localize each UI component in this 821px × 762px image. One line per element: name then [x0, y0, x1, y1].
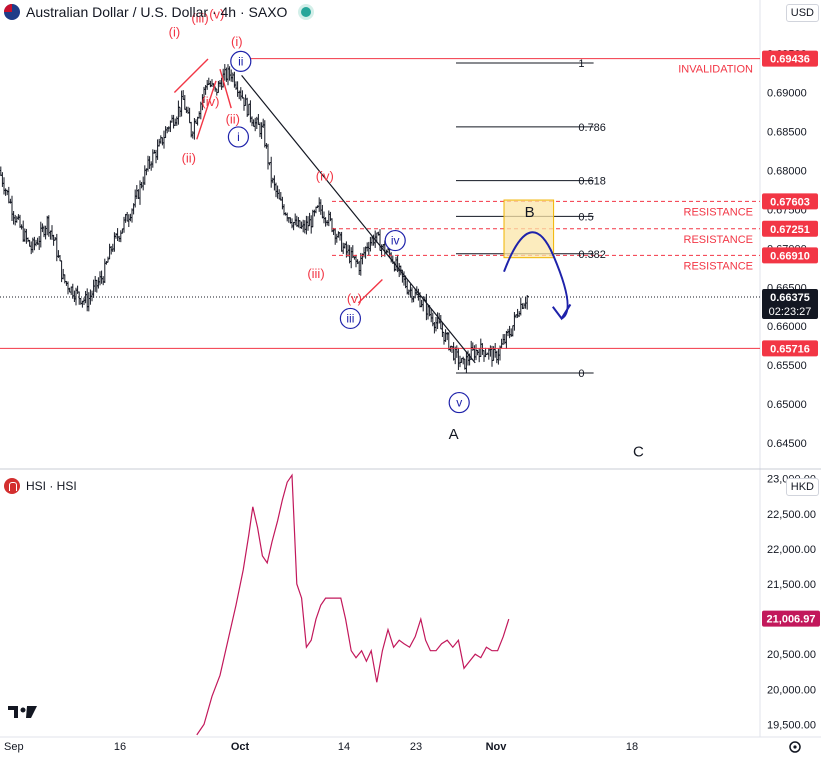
hsi-header[interactable]: HSI · HSI [0, 475, 77, 497]
price-tag [762, 247, 818, 264]
level-label: RESISTANCE [684, 206, 753, 218]
wave-label: (iii) [191, 10, 208, 25]
gear-hub [793, 745, 797, 749]
price-tick-label: 0.69000 [767, 88, 807, 100]
hsi-price-tag [762, 610, 820, 627]
fib-label: 1 [578, 58, 584, 70]
price-tick-label: 0.68000 [767, 165, 807, 177]
price-tag [762, 50, 818, 67]
wave-line [219, 68, 232, 109]
current-price-tag [762, 289, 818, 320]
level-label: INVALIDATION [678, 64, 753, 76]
wave-circle [339, 307, 361, 330]
price-tag-label: 0.65716 [770, 343, 810, 355]
hsi-logo-icon [4, 478, 20, 494]
wave-label: B [525, 204, 535, 221]
symbol-title: Australian Dollar / U.S. Dollar · 4h · S… [26, 4, 288, 20]
annotations: (i) (ii) (iii) (iv) (v) (i) (ii) (iii) (iv) (v) A B… [169, 7, 644, 461]
price-tick-label: 0.65500 [767, 360, 807, 372]
wave-circle [384, 229, 406, 252]
price-tag-label: 0.67251 [770, 224, 810, 236]
price-tick-label: 0.64500 [767, 438, 807, 450]
hsi-tick-label: 20,500.00 [767, 649, 816, 661]
hsi-tick-label: 21,500.00 [767, 579, 816, 591]
wave-label: (iv) [201, 94, 219, 109]
time-tick-label: 14 [338, 741, 350, 753]
wave-label: A [449, 426, 459, 443]
wave-label: (iv) [316, 169, 334, 184]
price-tag [762, 340, 818, 357]
wave-circle-label: i [237, 130, 240, 144]
wave-label: (ii) [182, 151, 196, 166]
wave-circle [448, 391, 470, 414]
fib-label: 0 [578, 368, 584, 380]
settings-icon[interactable] [789, 741, 801, 753]
time-tick-label: Oct [231, 741, 250, 753]
symbol-header[interactable]: Australian Dollar / U.S. Dollar · 4h · S… [0, 0, 312, 24]
price-tick-label: 0.68500 [767, 126, 807, 138]
fib-label: 0.382 [578, 249, 606, 261]
wave-line [357, 278, 383, 304]
trendline [241, 75, 476, 364]
australia-flag-icon [4, 4, 20, 20]
wave-circle-label: ii [238, 54, 243, 68]
wave-circle-label: iv [391, 234, 400, 248]
wave-label: (i) [231, 34, 243, 49]
price-tag-label: 0.69436 [770, 54, 810, 66]
price-tick-label: 0.66000 [767, 321, 807, 333]
hsi-title: HSI · HSI [26, 479, 77, 493]
wave-line [173, 58, 209, 94]
hsi-line [196, 473, 510, 736]
logo-part [8, 706, 18, 718]
price-tag [762, 193, 818, 210]
hsi-price-tag-label: 21,006.97 [767, 614, 816, 626]
wave-label: C [633, 443, 644, 460]
wave-b-zone [503, 199, 555, 259]
wave-circle [230, 50, 252, 72]
time-tick-label: 16 [114, 741, 126, 753]
hsi-tick-label: 19,500.00 [767, 719, 816, 731]
fib-label: 0.618 [578, 176, 606, 188]
logo-part [20, 707, 26, 713]
level-label: RESISTANCE [684, 260, 753, 272]
hsi-currency-button[interactable]: HKD [785, 478, 819, 496]
time-tick-label: 18 [626, 741, 638, 753]
level-label: RESISTANCE [684, 234, 753, 246]
price-tick-label: 0.65000 [767, 399, 807, 411]
candle-series [0, 64, 529, 374]
wave-label: (i) [169, 24, 181, 39]
fib-label: 0.786 [578, 122, 606, 134]
logo-part [26, 706, 37, 718]
gear-ring [789, 741, 801, 753]
price-tag [762, 220, 818, 237]
wave-label: (iii) [307, 266, 324, 281]
time-tick-label: Sep [4, 741, 24, 753]
market-status-icon [301, 7, 312, 17]
wave-circle-label: iii [346, 311, 354, 325]
wave-circle [227, 126, 249, 148]
hsi-tick-label: 22,000.00 [767, 544, 816, 556]
hsi-tick-label: 22,500.00 [767, 509, 816, 521]
currency-button[interactable]: USD [785, 4, 819, 22]
hsi-tick-label: 20,000.00 [767, 684, 816, 696]
projected-arrowhead [552, 303, 572, 321]
bar-timer-label: 02:23:27 [769, 306, 812, 318]
wave-label: (ii) [226, 112, 240, 127]
axes: 0.695000.690000.685000.680000.675000.670… [4, 49, 820, 753]
wave-label: (v) [209, 7, 224, 22]
time-tick-label: 23 [410, 741, 422, 753]
current-price-label: 0.66375 [770, 292, 810, 304]
time-tick-label: Nov [486, 741, 508, 753]
price-tag-label: 0.67603 [770, 196, 810, 208]
tradingview-logo-icon [8, 706, 37, 718]
hsi-pane [196, 473, 510, 736]
fib-label: 0.5 [578, 211, 593, 223]
candle [525, 295, 529, 310]
wave-circle-label: v [456, 396, 462, 410]
price-tag-label: 0.66910 [770, 250, 810, 262]
wave-label: (v) [347, 291, 362, 306]
wave-line [196, 80, 217, 140]
